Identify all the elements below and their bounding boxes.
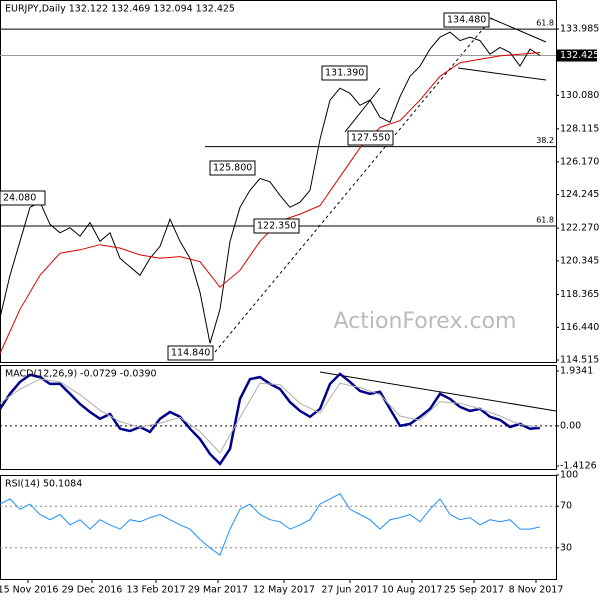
trendline xyxy=(214,17,493,353)
fib-label: 61.8 xyxy=(536,215,554,224)
last-price-box xyxy=(557,49,597,62)
annotation-label: 131.390 xyxy=(325,68,364,79)
annotation-box xyxy=(347,130,394,146)
trendline xyxy=(344,87,381,133)
fib-label: 61.8 xyxy=(536,19,554,28)
panel-frame xyxy=(0,365,557,470)
y-tick-label: 118.365 xyxy=(560,289,599,300)
x-tick-label: 8 Nov 2017 xyxy=(509,585,564,596)
annotation-box xyxy=(209,160,256,176)
annotation-label: 24.080 xyxy=(3,193,36,204)
y-tick-label: 128.115 xyxy=(560,123,599,134)
trendline xyxy=(319,371,557,412)
trendline xyxy=(489,17,547,43)
annotation-label: 127.550 xyxy=(351,133,390,144)
x-tick-label: 10 Aug 2017 xyxy=(382,585,443,596)
annotation-label: 134.480 xyxy=(447,15,486,26)
y-tick-label: 70 xyxy=(560,501,572,512)
trendlines xyxy=(214,17,557,412)
x-tick-label: 25 Sep 2017 xyxy=(444,585,504,596)
y-tick-label: 0.00 xyxy=(560,420,581,431)
panel-title: MACD(12,26,9) -0.0729 -0.0390 xyxy=(5,369,157,380)
y-tick-label: 126.170 xyxy=(560,156,599,167)
x-tick-label: 29 Mar 2017 xyxy=(188,585,248,596)
trendline xyxy=(457,67,547,81)
x-tick-label: 29 Dec 2016 xyxy=(62,585,123,596)
y-tick-label: 100 xyxy=(560,470,578,481)
panel-frame xyxy=(0,475,557,580)
y-tick-label: 1.9341 xyxy=(560,365,593,376)
y-tick-label: 133.985 xyxy=(560,23,599,34)
annotation-label: 114.840 xyxy=(171,348,210,359)
annotation-box xyxy=(167,345,214,361)
x-tick-label: 15 Nov 2016 xyxy=(0,585,58,596)
series-line xyxy=(0,378,541,454)
panel-frame xyxy=(0,0,557,363)
x-tick-label: 27 Jun 2017 xyxy=(321,585,378,596)
y-tick-label: 120.345 xyxy=(560,255,599,266)
y-tick-label: 124.245 xyxy=(560,189,599,200)
y-tick-label: 130.080 xyxy=(560,90,599,101)
panel-title: EURJPY,Daily 132.122 132.469 132.094 132… xyxy=(5,4,235,15)
x-tick-label: 13 Feb 2017 xyxy=(126,585,185,596)
last-price-label: 132.425 xyxy=(560,50,599,61)
series-line xyxy=(0,31,541,344)
annotation-box xyxy=(321,65,368,81)
fib-label: 38.2 xyxy=(536,136,554,145)
annotation-label: 122.350 xyxy=(257,221,296,232)
annotation-box xyxy=(443,12,490,28)
annotation-label: 125.800 xyxy=(213,163,252,174)
watermark: ActionForex.com xyxy=(334,309,517,334)
y-tick-label: 122.270 xyxy=(560,223,599,234)
annotation-box xyxy=(253,218,300,234)
series-line xyxy=(0,493,541,556)
panel-title: RSI(14) 50.1084 xyxy=(5,479,82,490)
annotation-box xyxy=(0,190,46,206)
y-tick-label: 114.515 xyxy=(560,355,599,366)
x-tick-label: 12 May 2017 xyxy=(253,585,315,596)
y-tick-label: -1.4126 xyxy=(560,461,597,472)
y-tick-label: 116.440 xyxy=(560,322,599,333)
y-tick-label: 30 xyxy=(560,542,572,553)
